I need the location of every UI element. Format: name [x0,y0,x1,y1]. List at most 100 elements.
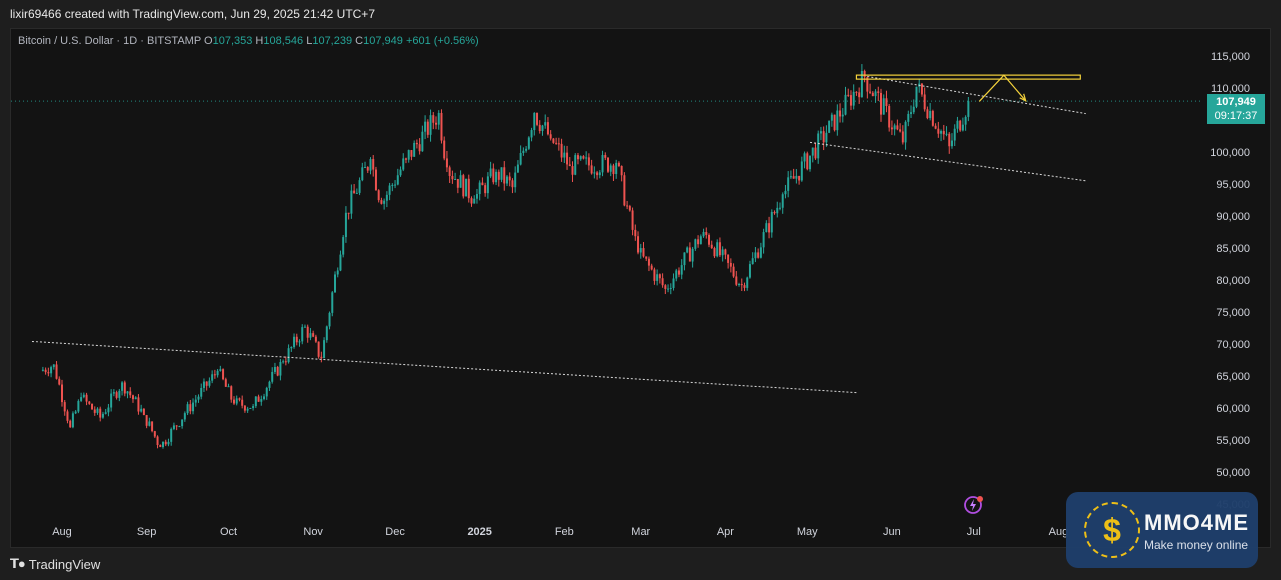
candle-body [863,70,866,78]
candle-body [598,172,601,176]
candle-body [563,152,566,158]
candle-body [317,341,320,357]
candle-body [426,121,429,135]
candle-body [675,270,678,279]
candle-body [325,326,328,341]
candle-body [197,396,200,400]
candle-body [691,248,694,262]
change-value: +601 (+0.56%) [405,35,479,47]
candle-body [519,152,522,165]
candle-body [121,382,124,391]
candle-body [383,200,386,204]
tradingview-logo[interactable]: 𝗧● TradingView [10,556,100,572]
candle-body [669,287,672,289]
candle-body [167,441,170,445]
tradingview-logo-text: TradingView [28,556,101,572]
candle-body [656,274,659,281]
candle-body [705,232,708,235]
candle-body [582,156,585,159]
candle-body [96,408,99,413]
candle-body [148,421,151,426]
candle-body [508,176,511,181]
x-tick-label: May [797,526,818,538]
candle-body [688,247,691,262]
candle-body [789,176,792,178]
candle-body [470,198,473,204]
candle-body [511,180,514,188]
flash-icon[interactable] [962,494,984,516]
candle-body [342,237,345,255]
candle-body [153,431,156,437]
candle-body [607,157,609,172]
candle-body [88,401,91,404]
candle-body [238,398,241,400]
candle-body [159,445,162,448]
y-tick-label: 95,000 [1216,179,1250,191]
candle-body [80,397,83,401]
candle-body [718,242,721,256]
candle-body [181,419,184,427]
candle-body [852,91,855,106]
candle-body [268,381,271,388]
candle-body [847,94,850,96]
candle-body [871,92,874,97]
projection-path [978,74,1027,102]
candle-body [162,441,165,448]
candle-body [776,207,779,214]
candle-body [413,142,416,157]
candle-body [410,150,413,157]
candle-body [536,112,539,125]
candle-body [596,172,599,176]
candle-body [85,394,88,402]
candle-body [658,274,661,279]
y-tick-label: 65,000 [1216,371,1250,383]
candle-body [552,138,555,143]
candle-body [260,399,263,402]
header-bar: lixir69466 created with TradingView.com,… [0,0,1281,28]
candle-body [339,254,342,271]
chart-frame[interactable] [10,28,1271,548]
candle-body [907,113,910,122]
candle-body [934,125,937,129]
candle-body [593,172,596,174]
candle-body [131,395,134,400]
candle-body [407,150,410,160]
candle-body [620,165,623,176]
y-tick-label: 85,000 [1216,243,1250,255]
candle-body [664,285,667,289]
candle-body [451,175,454,180]
low-label: L [306,35,313,47]
x-tick-label: 2025 [467,526,491,538]
candle-body [448,167,451,176]
candle-body [164,441,167,445]
candle-body [738,284,741,286]
candle-body [366,167,369,171]
candle-body [284,361,287,363]
y-tick-label: 110,000 [1211,83,1250,95]
x-tick-label: Oct [220,526,237,538]
candle-body [961,124,964,131]
close-label: C [355,35,364,47]
candle-body [634,229,637,237]
candle-body [202,381,205,388]
candle-body [530,130,533,138]
candle-body [77,400,80,412]
candle-body [216,370,219,376]
candle-body [525,148,528,151]
candle-body [66,411,69,421]
candle-body [762,232,765,248]
candle-body [631,210,634,230]
dollar-coin-icon: $ [1084,502,1140,558]
candle-body [140,408,143,412]
candle-body [929,110,932,119]
candle-body [361,167,364,181]
candle-body [189,404,192,412]
y-tick-label: 70,000 [1216,339,1250,351]
x-tick-label: Jun [883,526,901,538]
candle-body [503,167,506,184]
candle-body [505,176,508,184]
candle-body [880,92,882,115]
candle-body [222,369,225,380]
candle-body [246,408,249,411]
